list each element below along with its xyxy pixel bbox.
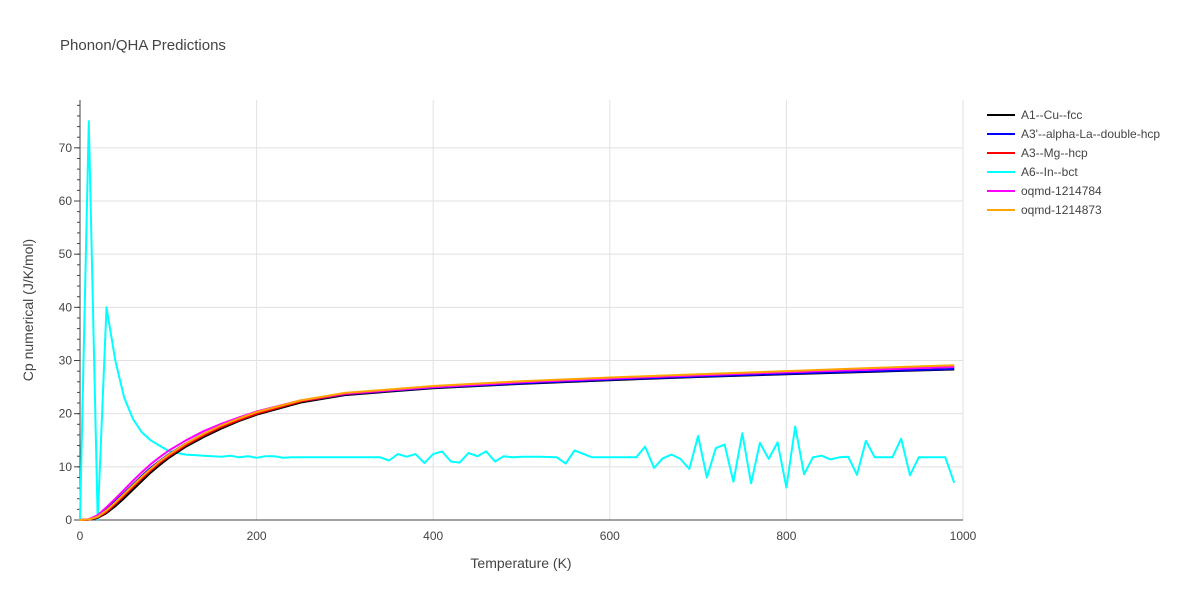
x-tick-label: 800 (776, 529, 796, 543)
y-tick-label: 0 (65, 513, 72, 527)
legend-item[interactable]: A6--In--bct (987, 165, 1078, 179)
grid (80, 100, 964, 520)
y-tick-label: 10 (59, 460, 73, 474)
legend-item[interactable]: A1--Cu--fcc (987, 108, 1082, 122)
series-line-A1--Cu--fcc (79, 368, 955, 521)
y-tick-label: 20 (59, 407, 73, 421)
series-line-A6--In--bct (79, 120, 956, 521)
legend-item[interactable]: A3--Mg--hcp (987, 146, 1088, 160)
y-tick-label: 60 (59, 194, 73, 208)
series-layer (79, 120, 956, 521)
legend-label: A1--Cu--fcc (1021, 108, 1082, 122)
axes: 0 200 400 600 800 1000 0 10 20 30 40 50 60 70 (59, 100, 977, 543)
y-tick-label: 70 (59, 141, 73, 155)
x-tick-label: 600 (600, 529, 620, 543)
y-tick-label: 50 (59, 247, 73, 261)
legend-label: A6--In--bct (1021, 165, 1078, 179)
series-line-oqmd-1214784 (79, 365, 955, 521)
x-axis-title: Temperature (K) (470, 555, 571, 571)
legend-item[interactable]: oqmd-1214873 (987, 203, 1102, 217)
x-tick-label: 400 (423, 529, 443, 543)
legend-item[interactable]: A3'--alpha-La--double-hcp (987, 127, 1160, 141)
legend-label: oqmd-1214873 (1021, 203, 1102, 217)
legend-item[interactable]: oqmd-1214784 (987, 184, 1102, 198)
legend-label: A3'--alpha-La--double-hcp (1021, 127, 1160, 141)
x-tick-label: 200 (247, 529, 267, 543)
x-tick-label: 1000 (950, 529, 977, 543)
y-axis-title: Cp numerical (J/K/mol) (20, 239, 36, 381)
legend-label: oqmd-1214784 (1021, 184, 1102, 198)
x-tick-label: 0 (77, 529, 84, 543)
legend[interactable]: A1--Cu--fcc A3'--alpha-La--double-hcp A3--… (987, 108, 1160, 217)
legend-label: A3--Mg--hcp (1021, 146, 1088, 160)
y-tick-label: 40 (59, 300, 73, 314)
chart-title: Phonon/QHA Predictions (60, 37, 226, 54)
y-tick-label: 30 (59, 354, 73, 368)
series-line-A3--Mg--hcp (79, 365, 955, 521)
series-line-oqmd-1214873 (79, 364, 955, 521)
series-line-A3'--alpha-La--double-hcp (79, 368, 955, 521)
